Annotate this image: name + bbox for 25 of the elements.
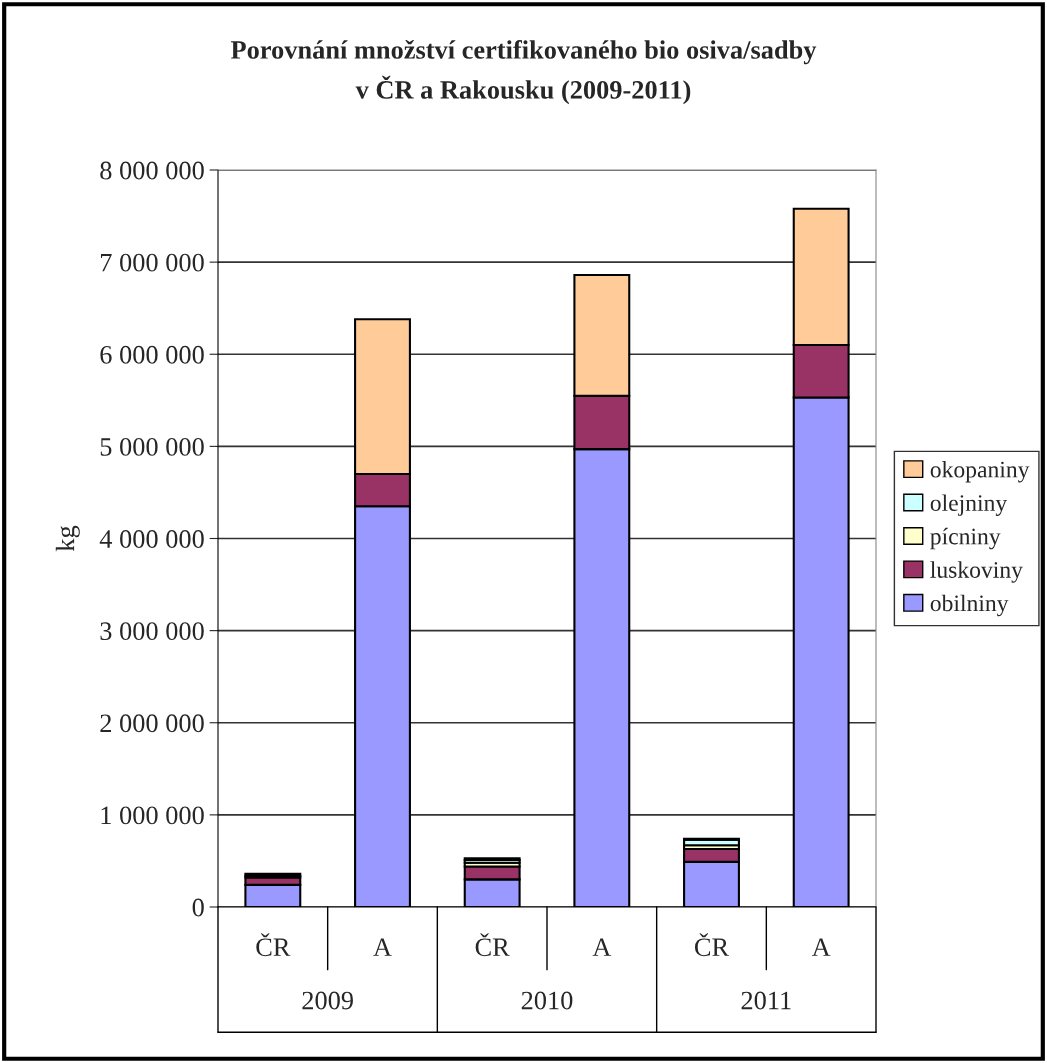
y-tick-label: 2 000 000 (100, 714, 204, 733)
y-axis-title: kg (55, 525, 80, 552)
y-tick-label: 5 000 000 (100, 437, 204, 456)
x-tick-label: A (592, 938, 612, 956)
y-tick-label: 6 000 000 (100, 345, 204, 364)
y-tick-label: 4 000 000 (99, 530, 204, 548)
text: 2009 (302, 991, 353, 1010)
legend-label: olejniny (930, 494, 1008, 516)
legend-label: obilniny (930, 594, 1009, 617)
y-tick-label: 7 000 000 (100, 253, 204, 272)
legend-label: okopaniny (930, 460, 1030, 483)
legend-label: luskoviny (930, 561, 1023, 583)
y-tick-label: 3 000 000 (100, 622, 204, 641)
y-tick-label: 8 000 000 (100, 161, 204, 180)
x-tick-label: A (373, 938, 392, 956)
x-tick-label: ČR (256, 933, 291, 957)
chart-title: Porovnání množství certifikovaného bio osiva/sadby v ČR a Rakousku (2009-2011) (230, 40, 817, 105)
text: 2011 (741, 991, 791, 1010)
text: 2010 (521, 991, 573, 1010)
legend-label: pícniny (930, 527, 1001, 550)
x-tick-label: ČR (475, 933, 510, 957)
y-tick-label: 1 000 000 (101, 806, 204, 825)
x-tick-label: A (811, 938, 831, 956)
x-tick-label: ČR (694, 933, 730, 957)
y-tick-label: 0 (192, 898, 204, 917)
